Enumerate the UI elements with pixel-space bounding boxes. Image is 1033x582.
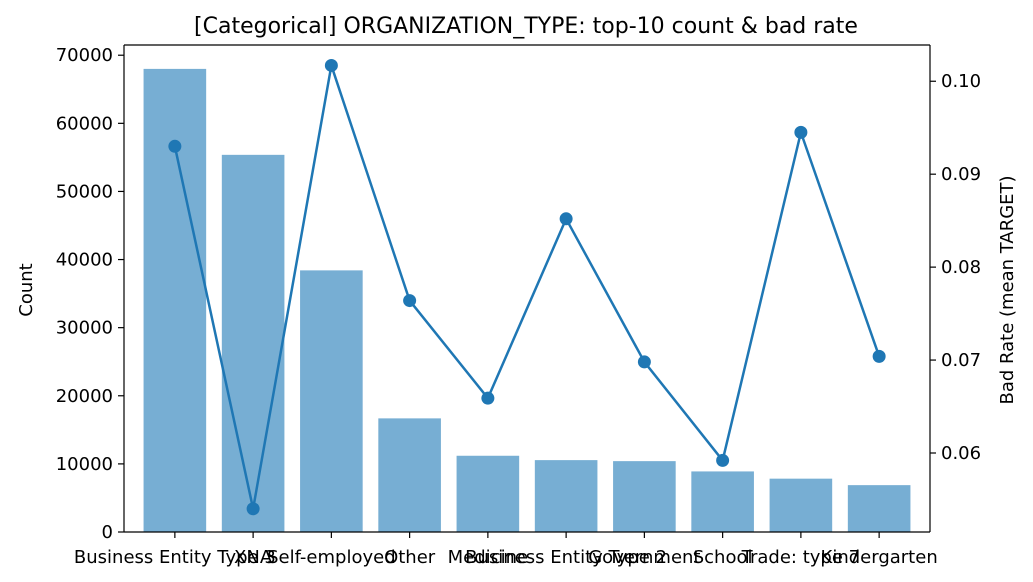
x-tick-label: School — [693, 547, 753, 568]
y-tick-label: 10000 — [56, 454, 113, 475]
bar-group — [143, 68, 911, 533]
bar — [691, 471, 754, 532]
bar — [847, 485, 911, 532]
bar — [613, 461, 676, 532]
bar — [534, 460, 598, 532]
x-tick-label: Medicine — [448, 547, 528, 568]
bad-rate-point — [246, 502, 260, 516]
y2-tick-label: 0.09 — [941, 164, 981, 185]
bad-rate-point — [794, 125, 808, 139]
y-tick-label: 60000 — [56, 113, 113, 134]
bar — [456, 455, 520, 532]
y2-tick-label: 0.06 — [941, 443, 981, 464]
bad-rate-line — [173, 64, 881, 511]
bad-rate-point — [716, 453, 730, 467]
bar — [769, 478, 833, 532]
x-tick-label: Other — [384, 547, 436, 568]
x-tick-label: Government — [588, 547, 700, 568]
bad-rate-point — [168, 139, 182, 153]
y-axis-title: Count — [16, 263, 37, 316]
y-tick-label: 70000 — [56, 45, 113, 66]
y2-tick-label: 0.07 — [941, 350, 981, 371]
y-tick-label: 40000 — [56, 250, 113, 271]
bad-rate-point — [872, 349, 886, 363]
bar — [378, 418, 441, 532]
y-tick-label: 30000 — [56, 318, 113, 339]
bad-rate-point — [403, 294, 417, 308]
chart-title: [Categorical] ORGANIZATION_TYPE: top-10 … — [194, 14, 858, 39]
bad-rate-line-group — [168, 58, 886, 516]
bar — [221, 154, 285, 533]
bad-rate-point — [559, 212, 573, 226]
x-tick-label: Business Entity Type 2 — [465, 547, 667, 568]
bar — [300, 270, 363, 532]
bar — [143, 68, 207, 533]
y2-axis-title: Bad Rate (mean TARGET) — [997, 175, 1018, 404]
x-tick-label: Business Entity Type 3 — [74, 547, 276, 568]
x-tick-label: Trade: type 7 — [741, 547, 860, 568]
x-tick-label: XNA — [234, 547, 273, 568]
bad-rate-point — [324, 58, 338, 72]
y-tick-label: 50000 — [56, 181, 113, 202]
x-tick-label: Kindergarten — [821, 547, 938, 568]
bad-rate-point — [481, 391, 495, 405]
axes: 0 10000 20000 30000 40000 50000 60000 70000 0.06… — [56, 44, 981, 568]
y2-tick-label: 0.08 — [941, 257, 981, 278]
bad-rate-point — [637, 355, 651, 369]
y-tick-label: 20000 — [56, 386, 113, 407]
y2-tick-label: 0.10 — [941, 71, 981, 92]
y-tick-label: 0 — [102, 522, 113, 543]
x-tick-label: Self-employed — [267, 547, 396, 568]
